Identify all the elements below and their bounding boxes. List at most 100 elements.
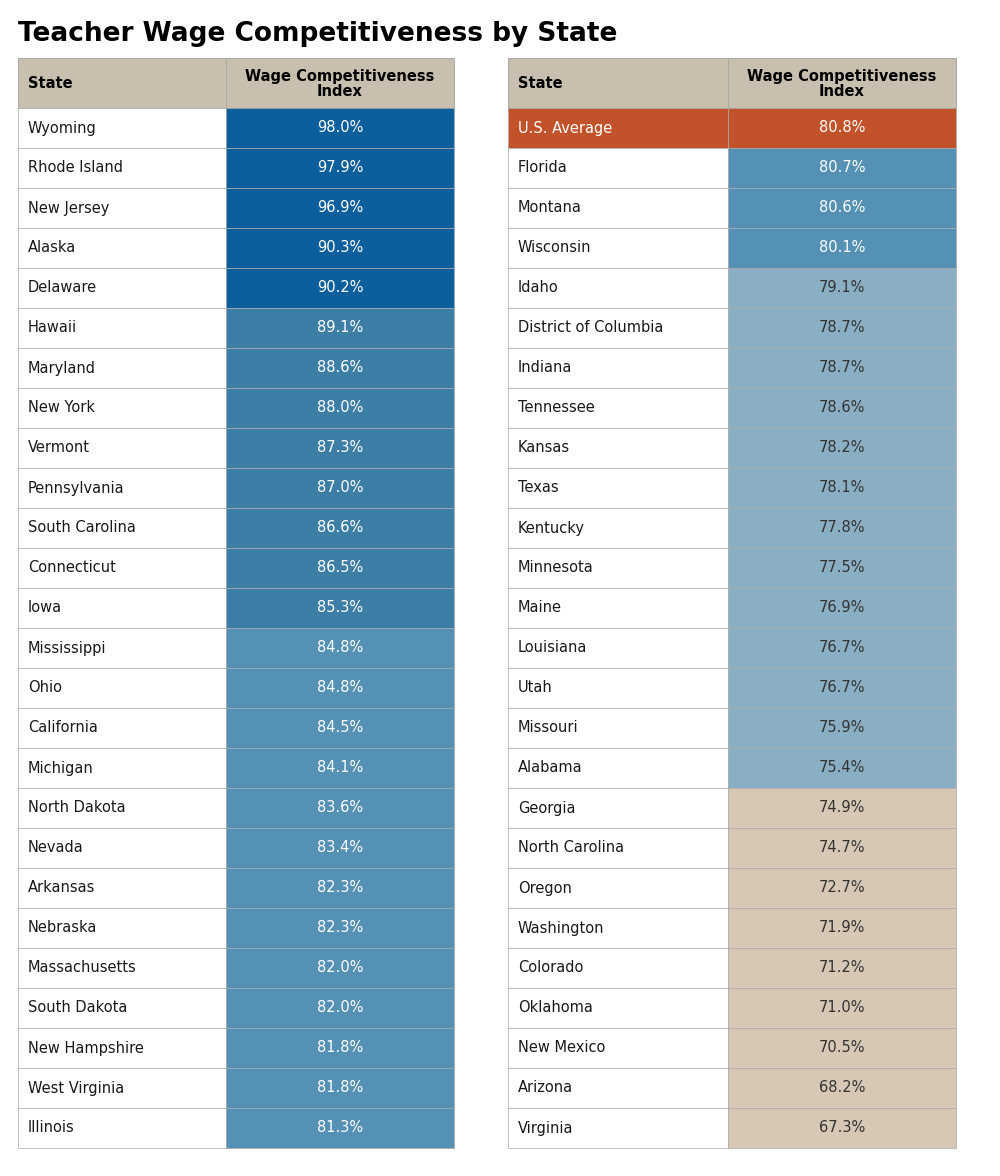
Text: Tennessee: Tennessee [518, 401, 595, 415]
Bar [18, 388, 226, 428]
Bar [226, 58, 454, 108]
Bar [18, 468, 226, 508]
Bar [226, 228, 454, 268]
Text: Kentucky: Kentucky [518, 521, 585, 535]
Bar [508, 948, 728, 988]
Text: 86.5%: 86.5% [317, 561, 363, 575]
Text: New York: New York [28, 401, 95, 415]
Text: 77.8%: 77.8% [819, 521, 865, 535]
Text: New Jersey: New Jersey [28, 200, 109, 215]
Bar [18, 1108, 226, 1148]
Bar [728, 388, 956, 428]
Bar [508, 868, 728, 908]
Text: 86.6%: 86.6% [317, 521, 363, 535]
Bar [508, 1028, 728, 1068]
Bar [508, 828, 728, 868]
Bar [226, 468, 454, 508]
Text: Missouri: Missouri [518, 721, 579, 735]
Text: New Hampshire: New Hampshire [28, 1041, 144, 1056]
Bar [18, 628, 226, 668]
Bar [226, 348, 454, 388]
Text: Illinois: Illinois [28, 1121, 75, 1136]
Bar [508, 788, 728, 828]
Text: Vermont: Vermont [28, 441, 90, 455]
Bar [18, 588, 226, 628]
Bar [728, 548, 956, 588]
Text: 70.5%: 70.5% [819, 1041, 865, 1056]
Bar [728, 228, 956, 268]
Bar [226, 628, 454, 668]
Bar [226, 428, 454, 468]
Text: Iowa: Iowa [28, 601, 62, 615]
Bar [508, 588, 728, 628]
Text: Mississippi: Mississippi [28, 641, 106, 655]
Bar [728, 588, 956, 628]
Bar [728, 308, 956, 348]
Text: 72.7%: 72.7% [819, 881, 865, 895]
Bar [226, 1108, 454, 1148]
Text: Kansas: Kansas [518, 441, 570, 455]
Bar [226, 588, 454, 628]
Bar [226, 748, 454, 788]
Text: 68.2%: 68.2% [819, 1081, 865, 1096]
Text: Indiana: Indiana [518, 361, 572, 375]
Text: 98.0%: 98.0% [317, 120, 363, 135]
Bar [728, 828, 956, 868]
Text: North Dakota: North Dakota [28, 801, 126, 815]
Text: Alaska: Alaska [28, 241, 76, 255]
Bar [18, 508, 226, 548]
Bar [508, 508, 728, 548]
Bar [226, 148, 454, 188]
Text: Michigan: Michigan [28, 761, 94, 775]
Text: Idaho: Idaho [518, 281, 559, 295]
Text: Oregon: Oregon [518, 881, 572, 895]
Text: Washington: Washington [518, 921, 604, 935]
Bar [18, 1028, 226, 1068]
Bar [728, 1028, 956, 1068]
Bar [508, 908, 728, 948]
Bar [226, 268, 454, 308]
Bar [18, 748, 226, 788]
Bar [18, 228, 226, 268]
Bar [18, 908, 226, 948]
Text: 80.1%: 80.1% [819, 241, 865, 255]
Bar [728, 628, 956, 668]
Text: 78.1%: 78.1% [819, 481, 865, 495]
Bar [728, 428, 956, 468]
Bar [226, 948, 454, 988]
Bar [226, 908, 454, 948]
Bar [508, 1068, 728, 1108]
Text: Texas: Texas [518, 481, 559, 495]
Bar [18, 428, 226, 468]
Text: 79.1%: 79.1% [819, 281, 865, 295]
Bar [18, 188, 226, 228]
Text: 76.9%: 76.9% [819, 601, 865, 615]
Bar [226, 708, 454, 748]
Bar [508, 748, 728, 788]
Text: 82.0%: 82.0% [317, 961, 363, 976]
Bar [18, 108, 226, 148]
Bar [18, 668, 226, 708]
Bar [508, 58, 728, 108]
Text: 77.5%: 77.5% [819, 561, 865, 575]
Text: 75.9%: 75.9% [819, 721, 865, 735]
Text: 80.6%: 80.6% [819, 200, 865, 215]
Text: 78.2%: 78.2% [819, 441, 865, 455]
Bar [226, 388, 454, 428]
Bar [508, 708, 728, 748]
Bar [508, 228, 728, 268]
Bar [728, 668, 956, 708]
Text: 78.6%: 78.6% [819, 401, 865, 415]
Text: 83.4%: 83.4% [317, 841, 363, 855]
Bar [508, 348, 728, 388]
Text: 71.9%: 71.9% [819, 921, 865, 935]
Text: 87.3%: 87.3% [317, 441, 363, 455]
Text: Minnesota: Minnesota [518, 561, 594, 575]
Text: 71.2%: 71.2% [819, 961, 865, 976]
Bar [728, 188, 956, 228]
Text: North Carolina: North Carolina [518, 841, 624, 855]
Bar [508, 148, 728, 188]
Text: Nebraska: Nebraska [28, 921, 97, 935]
Text: Oklahoma: Oklahoma [518, 1001, 593, 1016]
Bar [226, 188, 454, 228]
